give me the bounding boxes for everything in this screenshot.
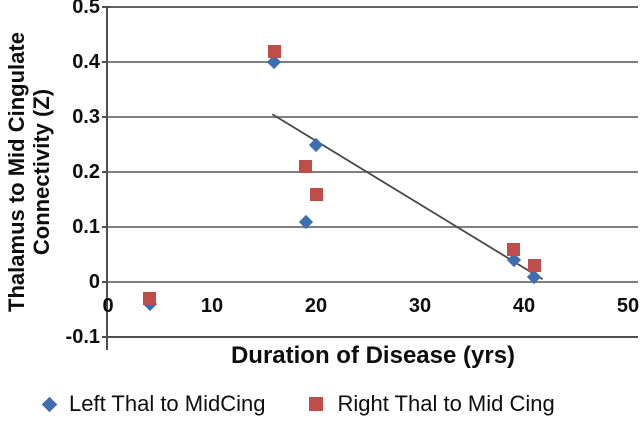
legend-label-right-thal: Right Thal to Mid Cing — [337, 391, 555, 416]
gridline-y-0 — [108, 281, 638, 283]
x-tick-label-10: 10 — [200, 295, 224, 317]
legend: Left Thal to MidCing Right Thal to Mid C… — [41, 391, 555, 417]
y-tick-mark--0.1 — [102, 336, 111, 338]
x-tick-label-40: 40 — [512, 295, 536, 317]
y-tick-label-0: 0 — [88, 271, 100, 293]
x-tick-label-20: 20 — [304, 295, 328, 317]
red-square-point-4 — [507, 242, 521, 256]
y-tick-label-0.3: 0.3 — [72, 106, 100, 128]
gridline-y-0.4 — [108, 61, 638, 63]
x-tick-label-50: 50 — [616, 295, 640, 317]
red-square-legend-icon — [309, 397, 324, 411]
y-tick-mark-0.3 — [102, 116, 111, 118]
red-square-point-3 — [309, 187, 323, 201]
y-tick-label--0.1: -0.1 — [65, 326, 100, 348]
plot-top-border — [106, 6, 638, 8]
y-tick-mark-0.4 — [102, 61, 111, 63]
x-axis-title: Duration of Disease (yrs) — [230, 342, 516, 369]
red-square-point-2 — [299, 160, 313, 173]
y-tick-label-0.1: 0.1 — [72, 216, 100, 238]
red-square-point-1 — [267, 44, 281, 58]
y-axis-line — [106, 6, 108, 350]
y-tick-label-0.2: 0.2 — [72, 161, 100, 183]
y-tick-label-0.5: 0.5 — [72, 0, 100, 18]
y-tick-label-0.4: 0.4 — [72, 51, 100, 73]
y-tick-mark-0.5 — [102, 6, 111, 8]
gridline-y-0.2 — [108, 171, 638, 173]
red-square-point-5 — [527, 259, 541, 272]
x-axis-bottom-line — [106, 336, 638, 338]
plot-area — [108, 7, 638, 337]
red-square-point-0 — [143, 292, 157, 305]
legend-label-left-thal: Left Thal to MidCing — [69, 391, 266, 416]
y-tick-mark-0.2 — [102, 171, 111, 173]
gridline-y-0.1 — [108, 226, 638, 228]
trend-line — [271, 113, 544, 281]
gridline-y-0.3 — [108, 116, 638, 118]
y-tick-mark-0 — [102, 281, 111, 283]
x-tick-label-0: 0 — [102, 295, 114, 317]
legend-item-right-thal: Right Thal to Mid Cing — [309, 391, 555, 417]
x-tick-label-30: 30 — [408, 295, 432, 317]
y-tick-mark-0.1 — [102, 226, 111, 228]
blue-diamond-legend-icon — [41, 396, 58, 412]
y-axis-title-line1: Thalamus to Mid Cingulate — [4, 32, 29, 312]
legend-item-left-thal: Left Thal to MidCing — [41, 391, 266, 417]
